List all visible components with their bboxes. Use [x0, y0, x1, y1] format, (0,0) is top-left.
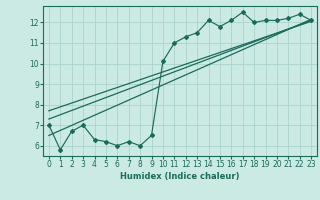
X-axis label: Humidex (Indice chaleur): Humidex (Indice chaleur)	[120, 172, 240, 181]
